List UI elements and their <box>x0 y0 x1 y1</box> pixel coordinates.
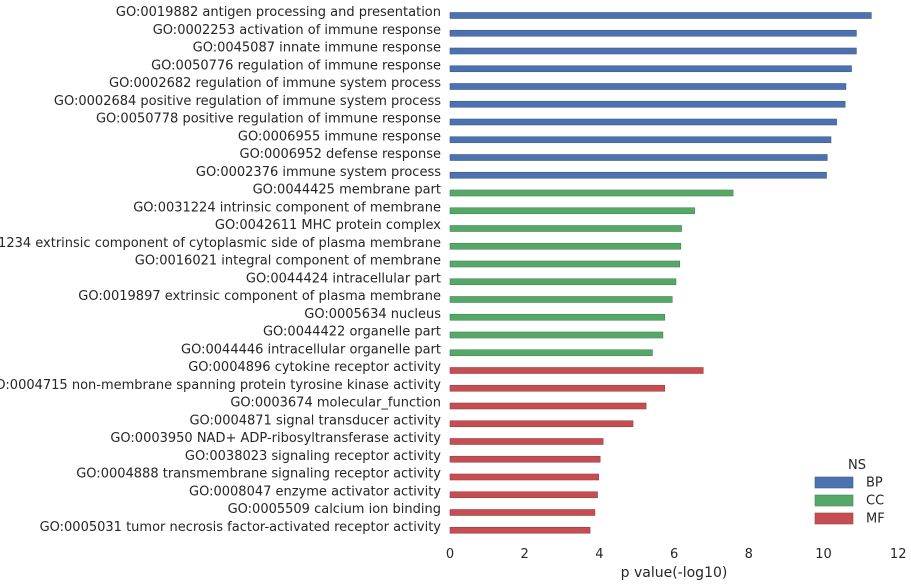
bar-24 <box>449 420 634 428</box>
bar-11 <box>449 189 734 197</box>
x-axis-ticks: 0 2 4 6 8 10 12 <box>446 547 907 562</box>
bar-16 <box>449 278 677 286</box>
category-label-13: GO:0042611 MHC protein complex <box>215 218 441 233</box>
bar-30 <box>449 526 591 534</box>
bar-27 <box>449 473 599 481</box>
category-label-4: GO:0050776 regulation of immune response <box>151 58 441 73</box>
category-label-17: GO:0019897 extrinsic component of plasma… <box>78 289 441 304</box>
category-label-28: GO:0008047 enzyme activator activity <box>189 484 441 499</box>
legend-label-bp: BP <box>866 476 883 491</box>
legend-swatch-bp <box>814 476 854 489</box>
bar-14 <box>449 242 682 250</box>
bar-9 <box>449 154 828 161</box>
bar-6 <box>449 100 846 108</box>
category-label-22: GO:0004715 non-membrane spanning protein… <box>0 378 441 393</box>
x-tick-label-2: 2 <box>521 547 529 562</box>
bar-13 <box>449 225 682 232</box>
bar-2 <box>449 29 857 37</box>
category-label-14: GO:0031234 extrinsic component of cytopl… <box>0 236 441 251</box>
category-label-21: GO:0004896 cytokine receptor activity <box>188 360 441 375</box>
category-label-6: GO:0002684 positive regulation of immune… <box>54 94 441 109</box>
legend-title: NS <box>848 458 866 473</box>
x-tick-label-0: 0 <box>446 547 454 562</box>
x-tick-label-4: 4 <box>595 547 603 562</box>
category-label-9: GO:0006952 defense response <box>240 147 442 162</box>
category-labels: GO:0019882 antigen processing and presen… <box>0 5 441 535</box>
bar-21 <box>449 367 704 374</box>
legend-items: BP CC MF <box>814 476 885 527</box>
category-label-2: GO:0002253 activation of immune response <box>153 23 441 38</box>
x-tick-label-8: 8 <box>745 547 753 562</box>
bar-8 <box>449 136 832 144</box>
bar-23 <box>449 402 647 410</box>
bar-25 <box>449 438 604 445</box>
category-label-19: GO:0044422 organelle part <box>263 325 441 340</box>
legend-swatch-mf <box>814 512 854 525</box>
bar-26 <box>449 455 601 463</box>
legend-label-cc: CC <box>866 494 884 509</box>
category-label-1: GO:0019882 antigen processing and presen… <box>116 5 441 20</box>
category-label-10: GO:0002376 immune system process <box>196 165 441 180</box>
category-label-12: GO:0031224 intrinsic component of membra… <box>133 200 441 215</box>
category-label-26: GO:0038023 signaling receptor activity <box>185 449 441 464</box>
category-label-3: GO:0045087 innate immune response <box>193 41 441 56</box>
x-tick-label-12: 12 <box>890 547 907 562</box>
x-axis-label: p value(-log10) <box>621 565 728 581</box>
category-label-11: GO:0044425 membrane part <box>253 183 441 198</box>
bar-1 <box>449 12 872 19</box>
x-tick-label-6: 6 <box>670 547 678 562</box>
category-label-29: GO:0005509 calcium ion binding <box>228 502 441 517</box>
bar-28 <box>449 491 598 499</box>
bar-15 <box>449 260 681 268</box>
category-label-16: GO:0044424 intracellular part <box>246 271 441 286</box>
category-label-23: GO:0003674 molecular_function <box>230 396 441 411</box>
x-tick-label-10: 10 <box>815 547 832 562</box>
category-label-24: GO:0004871 signal transducer activity <box>189 413 441 428</box>
bars-layer <box>449 12 872 534</box>
bar-18 <box>449 313 666 321</box>
category-label-27: GO:0004888 transmembrane signaling recep… <box>76 467 441 482</box>
legend: NS BP CC MF <box>814 458 885 527</box>
category-label-30: GO:0005031 tumor necrosis factor-activat… <box>40 520 442 535</box>
legend-swatch-cc <box>814 494 854 507</box>
bar-29 <box>449 509 596 516</box>
bar-20 <box>449 349 653 357</box>
bar-4 <box>449 65 852 73</box>
bar-22 <box>449 384 666 392</box>
bar-5 <box>449 83 847 90</box>
category-label-25: GO:0003950 NAD+ ADP-ribosyltransferase a… <box>110 431 441 446</box>
bar-17 <box>449 296 673 303</box>
bar-19 <box>449 331 664 339</box>
bar-12 <box>449 207 695 215</box>
bar-3 <box>449 47 857 55</box>
category-label-20: GO:0044446 intracellular organelle part <box>181 342 441 357</box>
bar-10 <box>449 171 827 179</box>
legend-label-mf: MF <box>866 512 885 527</box>
bar-7 <box>449 118 837 126</box>
category-label-5: GO:0002682 regulation of immune system p… <box>109 76 441 91</box>
category-label-8: GO:0006955 immune response <box>238 129 441 144</box>
category-label-18: GO:0005634 nucleus <box>304 307 441 322</box>
category-label-15: GO:0016021 integral component of membran… <box>135 254 441 269</box>
category-label-7: GO:0050778 positive regulation of immune… <box>96 112 441 127</box>
